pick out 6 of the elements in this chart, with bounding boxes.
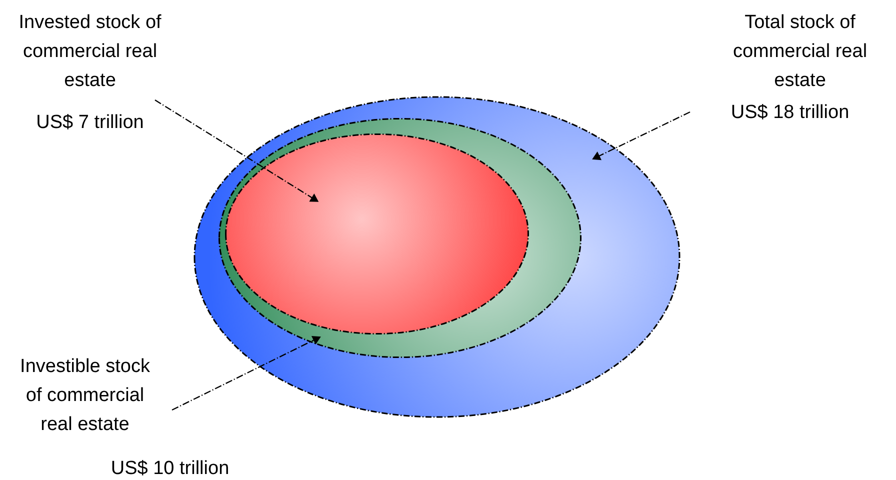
data-label: US$ 7 trillion (36, 112, 144, 133)
category-label: Invested stock of commercial real estate (18, 12, 162, 91)
data-label: US$ 18 trillion (730, 102, 850, 123)
category-label: Investible stock of commercial real estate (20, 356, 150, 435)
data-label: US$ 10 trillion (110, 458, 230, 479)
category-label: Total stock of commercial real estate (732, 12, 868, 91)
